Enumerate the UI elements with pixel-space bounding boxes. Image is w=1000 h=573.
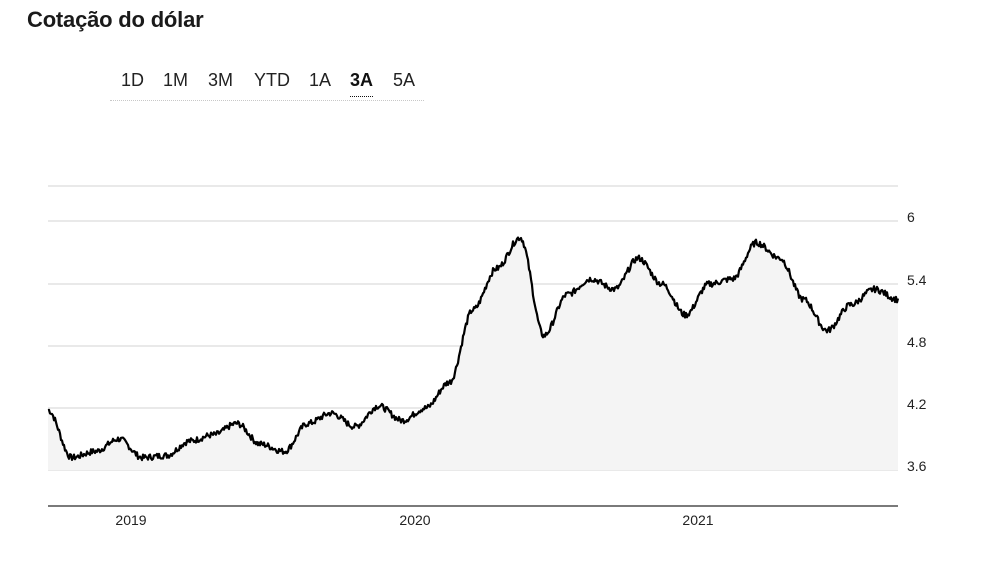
- tab-1m[interactable]: 1M: [163, 70, 189, 90]
- y-tick: 3.6: [907, 458, 927, 474]
- y-tick: 5.4: [907, 272, 927, 288]
- price-area: [48, 237, 898, 470]
- price-line: [47, 236, 900, 462]
- range-tabs: 1D 1M 3M YTD 1A 3A 5A: [110, 68, 424, 101]
- x-axis-labels: 2019 2020 2021: [115, 512, 713, 528]
- y-axis-labels: 6 5.4 4.8 4.2 3.6: [907, 209, 927, 474]
- y-tick: 4.2: [907, 396, 927, 412]
- y-tick: 6: [907, 209, 915, 225]
- tab-ytd[interactable]: YTD: [254, 70, 290, 90]
- tab-3m[interactable]: 3M: [208, 70, 234, 90]
- tab-1d[interactable]: 1D: [121, 70, 145, 90]
- tab-1a[interactable]: 1A: [309, 70, 332, 90]
- x-tick: 2021: [682, 512, 713, 528]
- page-title: Cotação do dólar: [27, 7, 204, 32]
- x-tick: 2020: [399, 512, 430, 528]
- y-tick: 4.8: [907, 334, 927, 350]
- x-tick: 2019: [115, 512, 146, 528]
- tab-3a[interactable]: 3A: [350, 68, 374, 97]
- tab-5a[interactable]: 5A: [393, 70, 416, 90]
